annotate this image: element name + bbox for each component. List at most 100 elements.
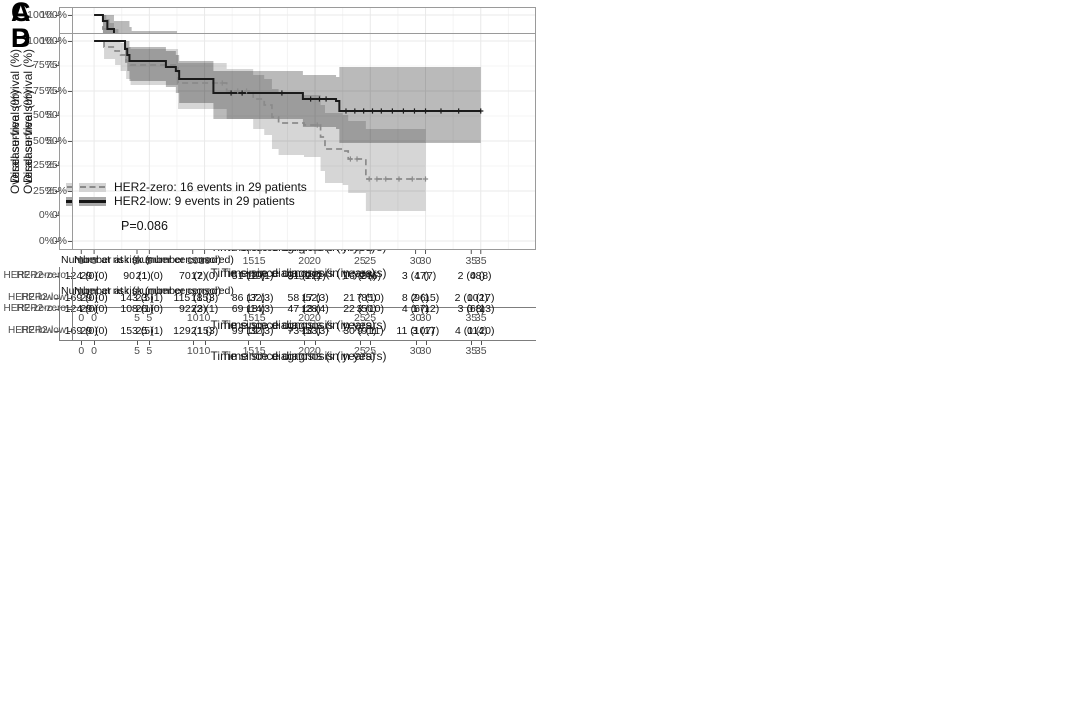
risk-cell: 92 (3) (178, 303, 207, 315)
risk-cell: 26 (0) (135, 303, 164, 315)
risk-cell: 47 (28) (287, 303, 321, 315)
y-tick-label: 0% (38, 209, 54, 221)
risk-cell: 7 (10) (356, 292, 384, 304)
x-tick-label: 5 (146, 255, 153, 267)
risk-table-title: Number at risk (number censored) (61, 285, 221, 297)
risk-cell: 17 (0) (190, 270, 219, 282)
x-tick-label: 35 (474, 255, 487, 267)
y-tick-mark (55, 115, 59, 116)
risk-axis-tick (137, 308, 138, 312)
risk-axis-tick-label: 10 (198, 345, 211, 357)
risk-table-vline (72, 298, 73, 340)
risk-axis-tick-label: 25 (364, 312, 377, 324)
risk-axis-tick (259, 308, 261, 312)
risk-cell: 18 (3) (190, 292, 219, 304)
legend-item-her2-zero: HER2-zero: 16 events in 29 patients (79, 180, 307, 194)
risk-cell: 12 (1) (246, 270, 274, 282)
risk-axis-tick-label: 20 (298, 345, 310, 357)
censor-marks-her2-zero (219, 80, 429, 182)
y-tick-label: 50% (45, 135, 67, 147)
y-tick-mark (68, 191, 72, 192)
risk-axis-tick-label: 35 (465, 312, 478, 324)
risk-row-tick (68, 298, 72, 299)
risk-row-tick (68, 309, 72, 310)
km-plot-area (72, 33, 536, 255)
x-tick-label: 25 (354, 255, 366, 267)
risk-axis-tick (415, 308, 417, 312)
risk-cell: 73 (53) (287, 325, 321, 337)
risk-cell: 4 (114) (455, 325, 488, 337)
risk-cell: 129 (15) (173, 325, 213, 337)
y-tick-label: 0% (38, 235, 54, 247)
y-tick-mark (55, 41, 59, 42)
risk-axis-tick-label: 30 (409, 345, 422, 357)
y-tick-mark (55, 91, 59, 92)
risk-axis-tick-label: 35 (465, 345, 478, 357)
risk-axis-tick (149, 308, 151, 312)
risk-cell: 51 (10) (231, 270, 266, 282)
risk-cell: 4 (67) (401, 303, 430, 315)
risk-cell: 69 (14) (231, 303, 266, 315)
risk-axis-tick-label: 10 (186, 312, 199, 324)
risk-axis-tick-label: 0 (78, 345, 85, 357)
legend-label: HER2-zero: 16 events in 29 patients (114, 180, 307, 194)
risk-axis-tick (192, 308, 194, 312)
legend-key-her2-zero-icon (79, 182, 106, 192)
risk-table-title: Number at risk (number censored) (61, 254, 221, 266)
risk-axis-tick-label: 35 (474, 345, 487, 357)
y-tick-mark (55, 165, 59, 166)
risk-axis-tick (315, 341, 317, 345)
risk-row-tick (68, 276, 72, 277)
panel-letter: C (11, 0, 31, 27)
risk-axis-tick (149, 341, 151, 345)
x-tick-label: 20 (298, 255, 310, 267)
y-tick-label: 25% (32, 185, 54, 197)
y-tick-label: 0% (51, 235, 67, 247)
x-tick-label: 10 (198, 255, 211, 267)
risk-row-label: HER2-zero (16, 270, 66, 281)
y-tick-label: 75% (32, 59, 54, 71)
legend-item-her2-low: HER2-low: 9 events in 29 patients (79, 194, 307, 208)
risk-axis-line (72, 307, 536, 308)
x-tick-label: 25 (364, 255, 377, 267)
y-tick-mark (68, 241, 72, 242)
risk-cell: 17 (3) (246, 292, 274, 304)
risk-cell: 29 (0) (80, 303, 108, 315)
y-tick-mark (68, 15, 72, 16)
risk-row-tick (55, 276, 59, 277)
legend-label: HER2-low: 9 events in 29 patients (114, 194, 295, 208)
risk-axis-tick-label: 25 (354, 345, 366, 357)
risk-table-vline (59, 298, 60, 340)
y-tick-mark (68, 91, 72, 92)
risk-cell: 11 (107) (396, 325, 435, 337)
risk-axis-tick (480, 341, 482, 345)
risk-cell: 153 (5) (120, 325, 154, 337)
risk-cell: 86 (32) (231, 292, 266, 304)
risk-axis-tick-label: 5 (134, 345, 140, 357)
risk-axis-tick-label: 0 (78, 312, 85, 324)
risk-cell: 17 (3) (301, 292, 329, 304)
risk-cell: 9 (2) (304, 270, 326, 282)
risk-axis-tick-label: 35 (474, 312, 487, 324)
risk-axis-tick (81, 308, 83, 312)
risk-cell: 8 (96) (401, 292, 430, 304)
y-tick-label: 100% (27, 35, 54, 47)
censor-marks-her2-low (228, 90, 484, 114)
risk-row-label: HER2-zero (3, 303, 53, 314)
risk-row-label: HER2-low (7, 325, 53, 336)
y-tick-mark (55, 65, 59, 66)
risk-axis-tick (259, 341, 261, 345)
risk-axis-tick (425, 308, 427, 312)
risk-axis-tick (370, 341, 372, 345)
risk-cell: 3 (47) (401, 270, 430, 282)
x-tick-label: 0 (78, 255, 85, 267)
risk-cell: 70 (2) (178, 270, 207, 282)
risk-axis-tick-label: 15 (253, 312, 266, 324)
risk-cell: 16 (35) (343, 270, 377, 282)
legend-key-her2-low-icon (79, 196, 106, 206)
risk-row-tick (55, 309, 59, 310)
x-axis-title: Time since diagnosis (in years) (221, 266, 387, 280)
risk-axis-tick-label: 20 (309, 345, 321, 357)
risk-axis-tick (415, 341, 417, 345)
